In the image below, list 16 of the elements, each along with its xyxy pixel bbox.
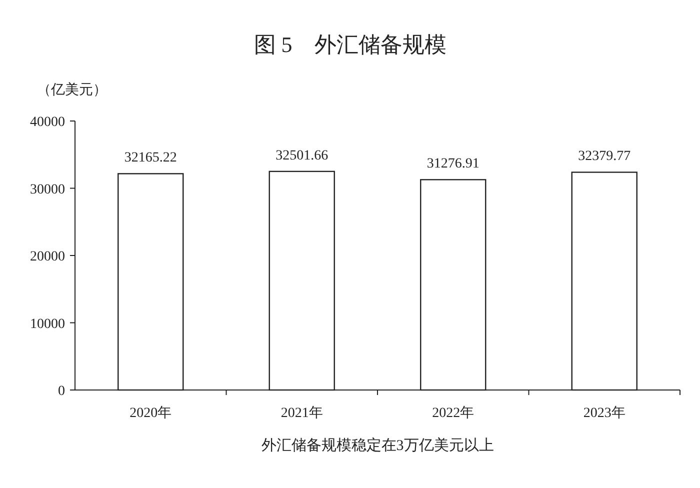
x-tick-label: 2022年 (432, 405, 474, 421)
y-tick-label: 0 (58, 384, 65, 399)
text: 外汇储备规模稳定在3万亿美元以上 (261, 437, 494, 454)
y-tick-label: 40000 (30, 115, 65, 130)
chart-title: 图 5 外汇储备规模 (254, 32, 446, 57)
data-label: 32165.22 (124, 150, 177, 166)
x-tick-label: 2021年 (280, 405, 323, 421)
x-tick-label: 2020年 (130, 405, 172, 421)
y-axis-title: （亿美元） (37, 82, 107, 98)
y-tick-label: 30000 (30, 182, 65, 198)
x-tick-label: 2023年 (583, 405, 626, 421)
data-label: 31276.91 (426, 156, 480, 172)
y-tick-label: 10000 (30, 316, 65, 332)
data-label: 32501.66 (276, 148, 328, 164)
data-label: 32379.77 (578, 149, 631, 164)
y-tick-label: 20000 (30, 250, 65, 264)
